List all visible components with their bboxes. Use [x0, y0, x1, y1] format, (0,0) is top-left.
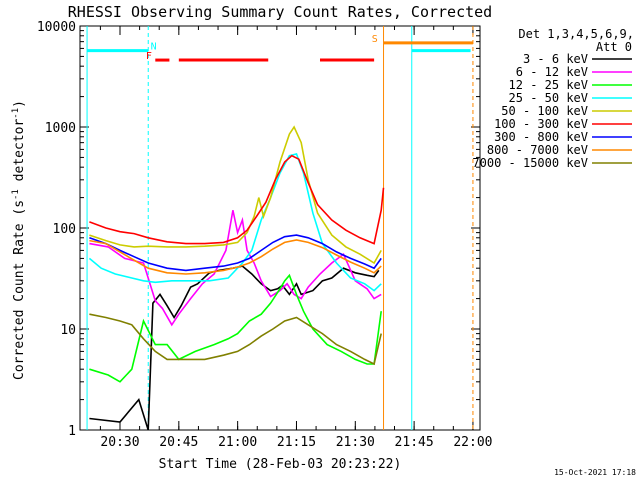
legend-entry-label: 12 - 25 keV: [509, 78, 588, 92]
series-line: [88, 153, 382, 292]
annotation-bar-label: S: [372, 34, 378, 45]
legend-entry-label: 25 - 50 keV: [509, 91, 588, 105]
x-tick-label: 20:45: [159, 435, 198, 450]
y-tick-label: 10: [60, 323, 76, 338]
timestamp: 15-Oct-2021 17:18: [554, 468, 636, 477]
series-line: [89, 239, 382, 275]
y-axis-label-mid: detector: [12, 119, 27, 190]
y-tick-label: 1000: [45, 121, 76, 136]
y-tick-label: 100: [53, 222, 76, 237]
legend-entry-label: 800 - 7000 keV: [487, 143, 588, 157]
y-axis-label-sup2: -1: [11, 108, 21, 119]
legend-header-detectors: Det 1,3,4,5,6,9,: [518, 27, 634, 41]
legend-entry-label: 6 - 12 keV: [516, 65, 588, 79]
plot-frame: [79, 25, 481, 431]
annotation-bar-label: N: [151, 42, 157, 53]
series-line: [89, 125, 382, 265]
series-line: [89, 313, 382, 366]
x-tick-label: 21:00: [218, 435, 257, 450]
x-tick-label: 22:00: [453, 435, 492, 450]
y-axis-label-main: Corrected Count Rate (s: [12, 200, 27, 380]
x-tick-label: 21:15: [277, 435, 316, 450]
series-line: [89, 210, 382, 327]
y-tick-label: 1: [68, 424, 76, 439]
annotation-bar-label: F: [146, 51, 152, 62]
x-tick-label: 21:30: [336, 435, 375, 450]
y-axis-label: Corrected Count Rate (s-1 detector-1): [11, 100, 27, 380]
legend-entry-label: 50 - 100 keV: [501, 104, 588, 118]
legend-entry-label: 300 - 800 keV: [494, 130, 588, 144]
series-line: [89, 154, 385, 245]
legend-entry-label: 7000 - 15000 keV: [472, 156, 588, 170]
chart-title: RHESSI Observing Summary Count Rates, Co…: [68, 3, 492, 21]
y-axis-label-sup1: -1: [11, 189, 21, 200]
plot-area: 1 10 100 1000 10000 20:30 20:45 21:00 21:15 21:30…: [37, 20, 493, 450]
series-line: [89, 265, 380, 431]
series-line: [89, 273, 382, 383]
legend-entry-label: 3 - 6 keV: [523, 52, 588, 66]
series-line: [89, 234, 382, 272]
y-axis-label-end: ): [12, 100, 27, 108]
legend-header-attenuator: Att 0: [596, 40, 632, 54]
x-tick-label: 20:30: [100, 435, 139, 450]
x-tick-label: 21:45: [395, 435, 434, 450]
legend-entry-label: 100 - 300 keV: [494, 117, 588, 131]
x-axis-label: Start Time (28-Feb-03 20:23:22): [159, 457, 402, 472]
y-tick-label: 10000: [37, 20, 76, 35]
